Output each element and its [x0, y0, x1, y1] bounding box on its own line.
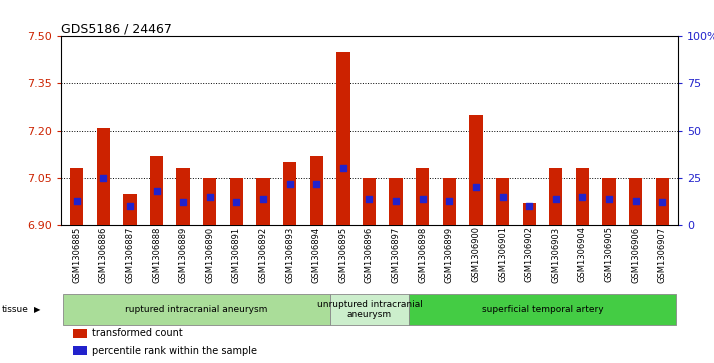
Bar — [124, 193, 136, 225]
Point — [178, 200, 189, 205]
FancyBboxPatch shape — [64, 294, 330, 325]
Point — [98, 175, 109, 181]
Point — [151, 188, 162, 194]
Bar — [523, 203, 536, 225]
Bar — [73, 329, 86, 338]
Text: superficial temporal artery: superficial temporal artery — [482, 305, 603, 314]
Point — [391, 197, 402, 203]
Bar — [496, 178, 509, 225]
Bar — [96, 127, 110, 225]
Bar — [655, 178, 669, 225]
Text: unruptured intracranial
aneurysm: unruptured intracranial aneurysm — [316, 300, 423, 319]
Bar — [603, 178, 615, 225]
Point — [311, 181, 322, 187]
FancyBboxPatch shape — [409, 294, 675, 325]
Point — [550, 196, 561, 201]
Point — [337, 166, 348, 171]
Text: transformed count: transformed count — [91, 329, 182, 338]
Text: tissue: tissue — [1, 305, 29, 314]
Text: percentile rank within the sample: percentile rank within the sample — [91, 346, 256, 356]
Bar — [283, 162, 296, 225]
Text: ruptured intracranial aneurysm: ruptured intracranial aneurysm — [125, 305, 268, 314]
Bar — [443, 178, 456, 225]
Bar — [310, 156, 323, 225]
Point — [231, 200, 242, 205]
Bar — [389, 178, 403, 225]
Bar — [469, 115, 483, 225]
Bar — [176, 168, 190, 225]
Bar — [256, 178, 270, 225]
Point — [71, 197, 82, 203]
Point — [657, 200, 668, 205]
Point — [124, 203, 136, 209]
Point — [443, 197, 455, 203]
Point — [257, 196, 268, 201]
Bar — [230, 178, 243, 225]
Point — [284, 181, 296, 187]
FancyBboxPatch shape — [330, 294, 409, 325]
Point — [630, 197, 641, 203]
Bar — [203, 178, 216, 225]
Point — [523, 203, 535, 209]
Point — [363, 196, 375, 201]
Bar — [150, 156, 164, 225]
Text: GDS5186 / 24467: GDS5186 / 24467 — [61, 22, 171, 35]
Bar — [629, 178, 643, 225]
Point — [417, 196, 428, 201]
Point — [603, 196, 615, 201]
Bar — [363, 178, 376, 225]
Point — [577, 194, 588, 200]
Bar — [70, 168, 84, 225]
Point — [471, 184, 482, 190]
Bar — [416, 168, 429, 225]
Point — [497, 194, 508, 200]
Bar — [336, 52, 350, 225]
Bar — [73, 346, 86, 355]
Text: ▶: ▶ — [34, 305, 41, 314]
Bar — [575, 168, 589, 225]
Bar — [549, 168, 563, 225]
Point — [204, 194, 216, 200]
